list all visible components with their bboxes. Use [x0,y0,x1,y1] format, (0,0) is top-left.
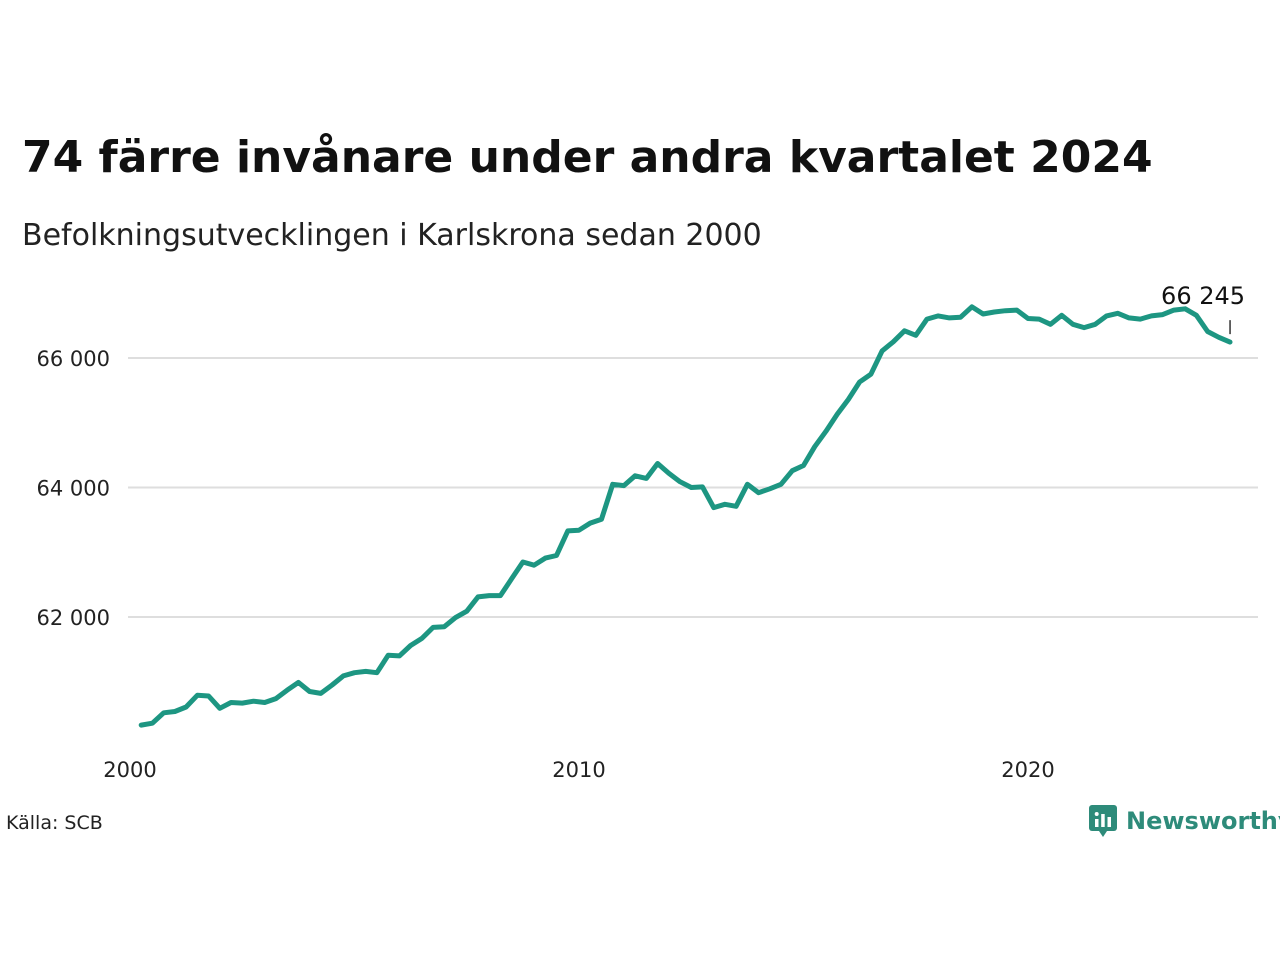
y-tick-label: 64 000 [37,477,110,501]
x-tick-label: 2010 [552,758,605,782]
x-tick-label: 2000 [103,758,156,782]
x-tick-label: 2020 [1001,758,1054,782]
series-line-population [138,304,1233,728]
y-tick-label: 62 000 [37,606,110,630]
brand-logo: Newsworthy [1088,804,1280,838]
y-tick-label: 66 000 [37,347,110,371]
chart-title: 74 färre invånare under andra kvartalet … [22,132,1153,183]
chart-subtitle: Befolkningsutvecklingen i Karlskrona sed… [22,218,762,253]
y-axis-tick-labels: 62 000 64 000 66 000 [37,347,110,630]
brand-name: Newsworthy [1126,807,1280,835]
source-note: Källa: SCB [6,812,103,834]
x-axis-tick-labels: 2000 2010 2020 [103,758,1054,782]
newsworthy-logo-icon [1089,805,1117,837]
end-value-label: 66 245 [1161,282,1245,310]
